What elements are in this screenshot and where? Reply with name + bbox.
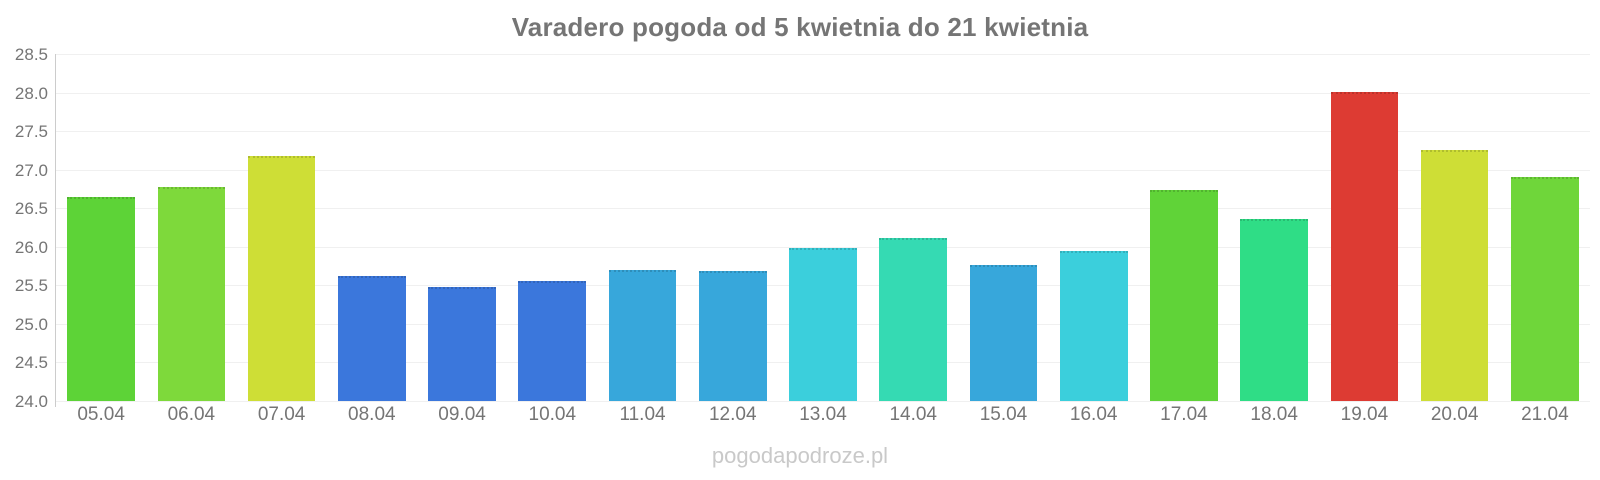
plot-area bbox=[56, 54, 1590, 402]
x-tick-label: 21.04 bbox=[1521, 404, 1569, 425]
bar-band bbox=[1410, 54, 1500, 401]
y-tick-label: 26.5 bbox=[14, 199, 48, 219]
y-tick-label: 25.0 bbox=[14, 314, 48, 334]
y-tick-label: 27.0 bbox=[14, 160, 48, 180]
gridline bbox=[56, 54, 1590, 55]
temperature-bar-17.04 bbox=[1150, 189, 1218, 401]
temperature-bar-11.04 bbox=[608, 269, 677, 401]
temperature-bar-05.04 bbox=[67, 196, 135, 401]
bar-band bbox=[1049, 54, 1139, 401]
bar-band bbox=[417, 54, 507, 401]
y-tick-label: 26.0 bbox=[14, 237, 48, 257]
y-axis-labels: 28.5 28.0 27.5 27.0 26.5 26.0 25.5 25.0 24.5 24.0 bbox=[0, 46, 48, 410]
bar-band bbox=[1500, 54, 1590, 401]
temperature-bar-09.04 bbox=[428, 286, 496, 401]
bar-band bbox=[236, 54, 326, 401]
temperature-bar-14.04 bbox=[879, 237, 948, 401]
temperature-bar-12.04 bbox=[698, 271, 767, 401]
x-tick-label: 05.04 bbox=[77, 404, 125, 425]
y-tick-label: 28.0 bbox=[14, 83, 48, 103]
x-tick-label: 18.04 bbox=[1250, 404, 1298, 425]
bar-band bbox=[778, 54, 868, 401]
bar-band bbox=[327, 54, 417, 401]
x-tick-label: 13.04 bbox=[799, 404, 847, 425]
chart-title: Varadero pogoda od 5 kwietnia do 21 kwie… bbox=[511, 12, 1089, 42]
y-tick-label: 24.5 bbox=[14, 353, 48, 373]
x-tick-label: 20.04 bbox=[1430, 404, 1479, 425]
bar-band bbox=[507, 54, 597, 401]
x-tick-label: 17.04 bbox=[1160, 404, 1208, 425]
bar-band bbox=[1319, 54, 1409, 401]
x-tick-label: 06.04 bbox=[167, 404, 216, 425]
bar-band bbox=[56, 54, 146, 401]
temperature-bar-19.04 bbox=[1330, 91, 1399, 401]
x-tick-label: 19.04 bbox=[1340, 404, 1389, 425]
x-axis-labels: 05.04 06.04 07.04 08.04 09.04 10.04 11.04 12.04… bbox=[56, 404, 1590, 426]
x-tick-label: 15.04 bbox=[979, 404, 1028, 425]
bar-band bbox=[958, 54, 1048, 401]
bar-band bbox=[597, 54, 687, 401]
bar-band bbox=[146, 54, 236, 401]
y-axis-line bbox=[55, 54, 56, 407]
x-tick-label: 12.04 bbox=[708, 404, 757, 425]
x-tick-label: 08.04 bbox=[348, 404, 396, 425]
temperature-bar-07.04 bbox=[247, 155, 316, 401]
temperature-bar-13.04 bbox=[789, 247, 857, 401]
temperature-bar-10.04 bbox=[518, 280, 587, 401]
temperature-bar-08.04 bbox=[337, 276, 406, 401]
x-tick-label: 14.04 bbox=[889, 404, 937, 425]
gridline bbox=[56, 401, 1590, 402]
temperature-bar-15.04 bbox=[969, 265, 1038, 401]
temperature-bar-18.04 bbox=[1240, 219, 1308, 401]
bars-row bbox=[56, 54, 1590, 401]
temperature-bar-16.04 bbox=[1059, 250, 1128, 401]
bar-band bbox=[688, 54, 778, 401]
gridline bbox=[56, 92, 1590, 94]
y-tick-label: 25.5 bbox=[14, 276, 48, 296]
temperature-bar-20.04 bbox=[1420, 149, 1489, 401]
watermark: pogodapodroze.pl bbox=[711, 443, 889, 468]
gridline bbox=[56, 131, 1590, 133]
x-tick-label: 09.04 bbox=[438, 404, 486, 425]
bar-band bbox=[1139, 54, 1229, 401]
x-tick-label: 16.04 bbox=[1069, 404, 1118, 425]
x-tick-label: 11.04 bbox=[619, 404, 666, 425]
gridline bbox=[56, 208, 1590, 210]
x-tick-label: 10.04 bbox=[528, 404, 577, 425]
bar-band bbox=[1229, 54, 1319, 401]
gridline bbox=[56, 169, 1590, 171]
temperature-bar-06.04 bbox=[157, 186, 226, 401]
temperature-bar-21.04 bbox=[1511, 176, 1579, 401]
x-tick-label: 07.04 bbox=[257, 404, 306, 425]
gridline bbox=[56, 246, 1590, 248]
y-tick-label: 27.5 bbox=[14, 122, 48, 142]
y-tick-label: 24.0 bbox=[14, 392, 48, 411]
bar-band bbox=[868, 54, 958, 401]
y-tick-label: 28.5 bbox=[14, 45, 48, 64]
